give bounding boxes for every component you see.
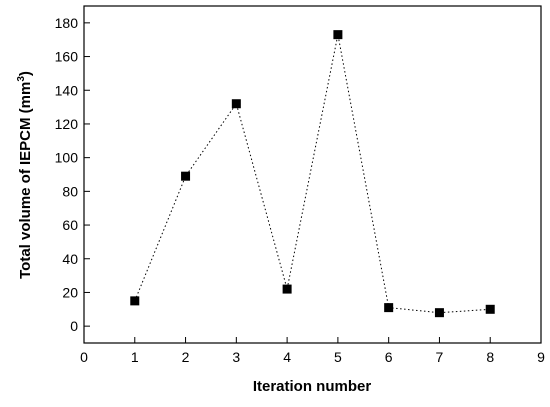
- x-axis-label: Iteration number: [253, 378, 372, 395]
- x-tick-label: 0: [80, 349, 88, 365]
- y-tick-label: 180: [55, 15, 79, 31]
- y-axis-label-suffix: ): [17, 71, 34, 76]
- data-point: [181, 171, 191, 181]
- data-point: [485, 304, 495, 314]
- y-tick-label: 20: [62, 284, 78, 300]
- y-tick-label: 60: [62, 217, 78, 233]
- y-axis-label-main: Total volume of IEPCM (mm: [17, 82, 34, 279]
- x-ticks: 0 1 2 3 4 5 6 7 8 9: [80, 337, 545, 365]
- y-tick-label: 100: [55, 150, 79, 166]
- x-tick-label: 1: [131, 349, 139, 365]
- plot-frame: [83, 5, 542, 344]
- x-tick-label: 7: [436, 349, 444, 365]
- data-point: [231, 99, 241, 109]
- x-tick-label: 6: [385, 349, 393, 365]
- data-point: [282, 284, 292, 294]
- data-point: [333, 30, 343, 40]
- x-tick-label: 5: [334, 349, 342, 365]
- x-tick-label: 4: [283, 349, 291, 365]
- x-tick-label: 9: [537, 349, 545, 365]
- y-tick-label: 140: [55, 82, 79, 98]
- series-line: [134, 34, 491, 314]
- y-tick-label: 120: [55, 116, 79, 132]
- y-axis-label-superscript: 3: [16, 76, 27, 82]
- x-tick-label: 8: [486, 349, 494, 365]
- data-point: [434, 308, 444, 318]
- y-axis-label: Total volume of IEPCM (mm3): [16, 71, 34, 279]
- y-tick-label: 40: [62, 251, 78, 267]
- x-tick-label: 3: [232, 349, 240, 365]
- data-point: [384, 303, 394, 313]
- data-point: [130, 296, 140, 306]
- series-markers: [130, 30, 495, 318]
- y-tick-label: 160: [55, 49, 79, 65]
- y-tick-label: 80: [62, 183, 78, 199]
- x-tick-label: 2: [182, 349, 190, 365]
- y-ticks: 0 20 40 60 80 100 120 140 160 180: [55, 15, 90, 334]
- y-tick-label: 0: [70, 318, 78, 334]
